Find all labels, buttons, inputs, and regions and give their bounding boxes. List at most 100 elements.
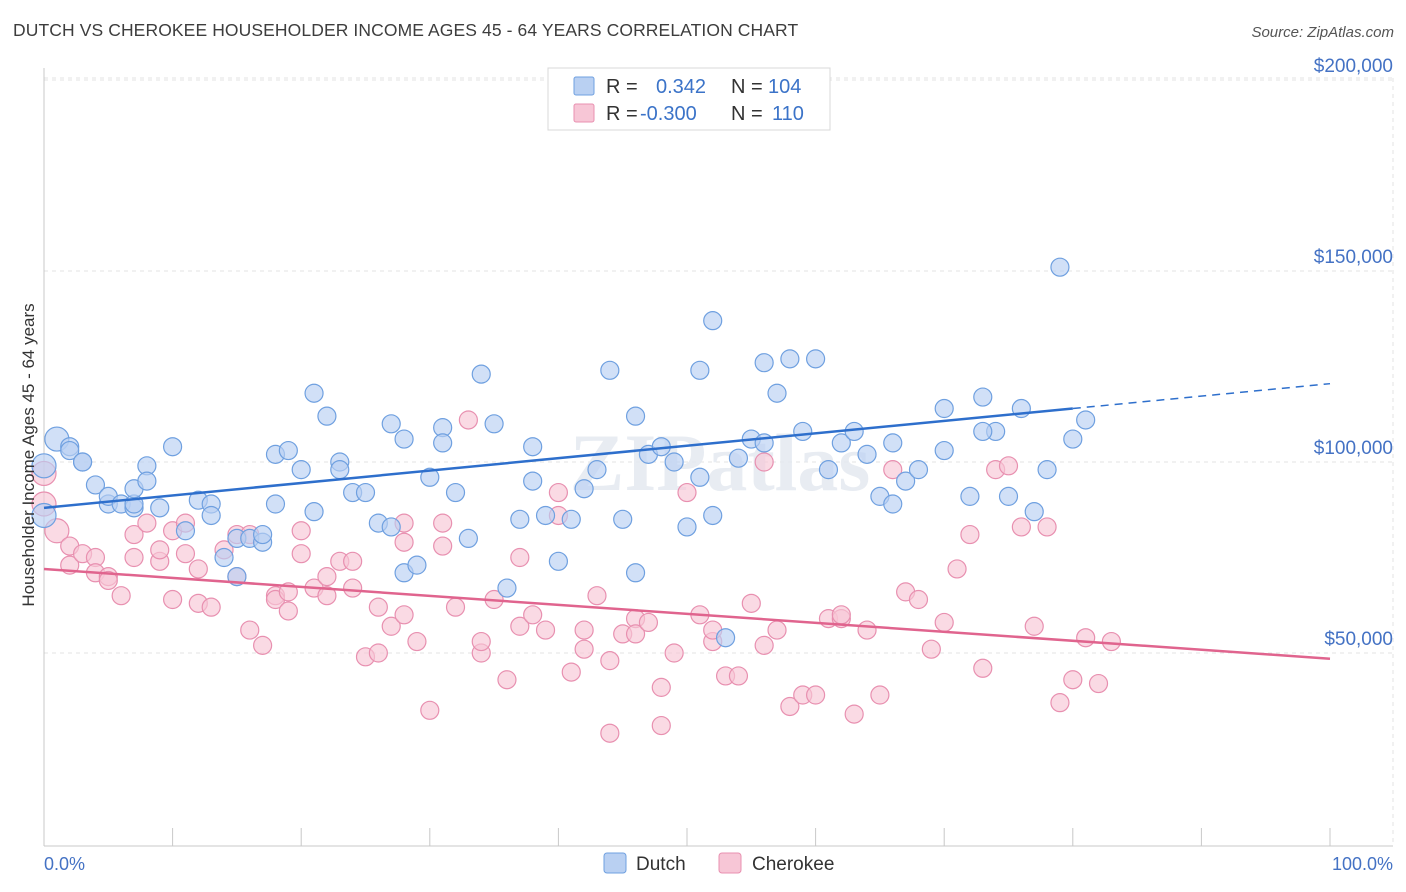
dutch-point-46: [433, 433, 453, 453]
cherokee-point-81: [728, 666, 749, 686]
dutch-point-32: [304, 383, 324, 403]
cherokee-point-106: [1037, 517, 1057, 537]
dutch-point-84: [883, 494, 903, 514]
bottom-legend-swatch-cherokee: [718, 852, 742, 874]
cherokee-point-46: [394, 532, 414, 552]
dutch-point-78: [805, 349, 826, 369]
cherokee-point-76: [677, 482, 697, 503]
chart-title: DUTCH VS CHEROKEE HOUSEHOLDER INCOME AGE…: [13, 20, 799, 40]
dutch-point-4: [60, 440, 80, 461]
cherokee-point-33: [291, 544, 311, 564]
dutch-point-51: [497, 578, 517, 598]
dutch-point-67: [677, 517, 697, 537]
dutch-point-18: [175, 521, 196, 541]
cherokee-point-71: [625, 624, 646, 644]
dutch-point-36: [330, 460, 350, 480]
cherokee-point-84: [754, 452, 774, 472]
cherokee-point-42: [368, 643, 388, 663]
cherokee-point-56: [497, 670, 517, 690]
legend-r-label-dutch: R =: [606, 76, 638, 98]
cherokee-point-17: [163, 589, 183, 610]
cherokee-point-37: [317, 566, 337, 587]
dutch-point-99: [1076, 410, 1096, 430]
cherokee-point-83: [754, 635, 774, 655]
cherokee-point-112: [831, 605, 851, 625]
cherokee-point-93: [870, 685, 890, 705]
dutch-point-21: [201, 505, 221, 526]
cherokee-point-101: [973, 658, 993, 678]
cherokee-point-110: [1088, 673, 1109, 694]
dutch-point-31: [291, 460, 311, 480]
dutch-point-15: [137, 471, 157, 491]
dutch-trend-line: [43, 407, 1073, 510]
source-label: Source: ZipAtlas.com: [1251, 24, 1394, 41]
cherokee-point-108: [1063, 670, 1083, 690]
dutch-point-86: [896, 471, 916, 491]
dutch-point-76: [780, 349, 800, 369]
cherokee-point-104: [1011, 517, 1031, 537]
cherokee-point-66: [587, 586, 607, 606]
cherokee-point-88: [805, 685, 826, 705]
dutch-point-53: [523, 471, 543, 491]
cherokee-point-94: [883, 460, 903, 480]
cherokee-point-34: [291, 521, 311, 541]
dutch-point-74: [754, 353, 774, 373]
cherokee-point-91: [844, 704, 864, 724]
cherokee-point-28: [253, 635, 273, 655]
dutch-point-55: [535, 505, 556, 526]
cherokee-point-36: [317, 586, 337, 606]
dutch-point-85: [883, 433, 903, 453]
dutch-point-40: [381, 517, 401, 537]
cherokee-point-109: [1076, 628, 1096, 648]
legend-n-label-dutch: N =: [731, 76, 763, 98]
dutch-point-68: [690, 467, 710, 487]
dutch-point-90: [960, 486, 980, 506]
cherokee-point-92: [857, 620, 877, 640]
cherokee-point-40: [343, 578, 363, 598]
dutch-point-82: [857, 444, 877, 464]
cherokee-point-72: [638, 612, 659, 633]
cherokee-trend-line: [43, 567, 1331, 660]
dutch-point-52: [510, 509, 530, 529]
legend-n-value-cherokee: 110: [772, 103, 804, 125]
legend-n-value-dutch: 104: [768, 76, 801, 98]
dutch-point-44: [420, 467, 440, 487]
dutch-point-79: [818, 460, 839, 480]
dutch-point-93: [998, 486, 1019, 506]
cherokee-point-10: [111, 586, 131, 606]
dutch-point-80: [831, 433, 851, 453]
cherokee-point-47: [407, 631, 427, 652]
dutch-point-75: [767, 383, 787, 403]
y-axis-label: Householder Income Ages 45 - 64 years: [19, 303, 38, 606]
y-tick-label-2: $150,000: [1314, 247, 1393, 268]
bottom-legend-label-dutch: Dutch: [636, 854, 686, 875]
dutch-point-70: [703, 505, 723, 526]
dutch-point-95: [1024, 502, 1044, 522]
dutch-point-47: [445, 482, 466, 503]
cherokee-point-20: [188, 559, 208, 579]
legend: R = 0.342 N = 104 R = -0.300 N = 110: [547, 67, 831, 131]
cherokee-point-45: [394, 605, 414, 625]
dutch-point-30: [278, 440, 298, 461]
bottom-legend: Dutch Cherokee: [603, 852, 834, 875]
dutch-point-58: [574, 479, 594, 499]
dutch-point-102: [973, 421, 993, 442]
dutch-point-57: [561, 509, 581, 529]
dutch-point-56: [548, 551, 569, 571]
legend-box: [547, 67, 831, 131]
dutch-point-17: [163, 437, 183, 457]
dutch-point-0: [31, 453, 57, 479]
legend-n-label-cherokee: N =: [731, 103, 763, 125]
dutch-point-97: [1050, 257, 1070, 277]
dutch-point-88: [934, 398, 954, 419]
dutch-point-7: [85, 475, 106, 495]
cherokee-point-58: [510, 616, 530, 636]
cherokee-point-63: [561, 662, 581, 682]
cherokee-point-39: [343, 551, 363, 571]
legend-r-label-cherokee: R =: [606, 103, 638, 125]
legend-r-value-dutch: 0.342: [656, 76, 706, 98]
dutch-point-59: [587, 460, 607, 480]
cherokee-point-97: [921, 639, 941, 659]
dutch-point-62: [625, 563, 646, 583]
